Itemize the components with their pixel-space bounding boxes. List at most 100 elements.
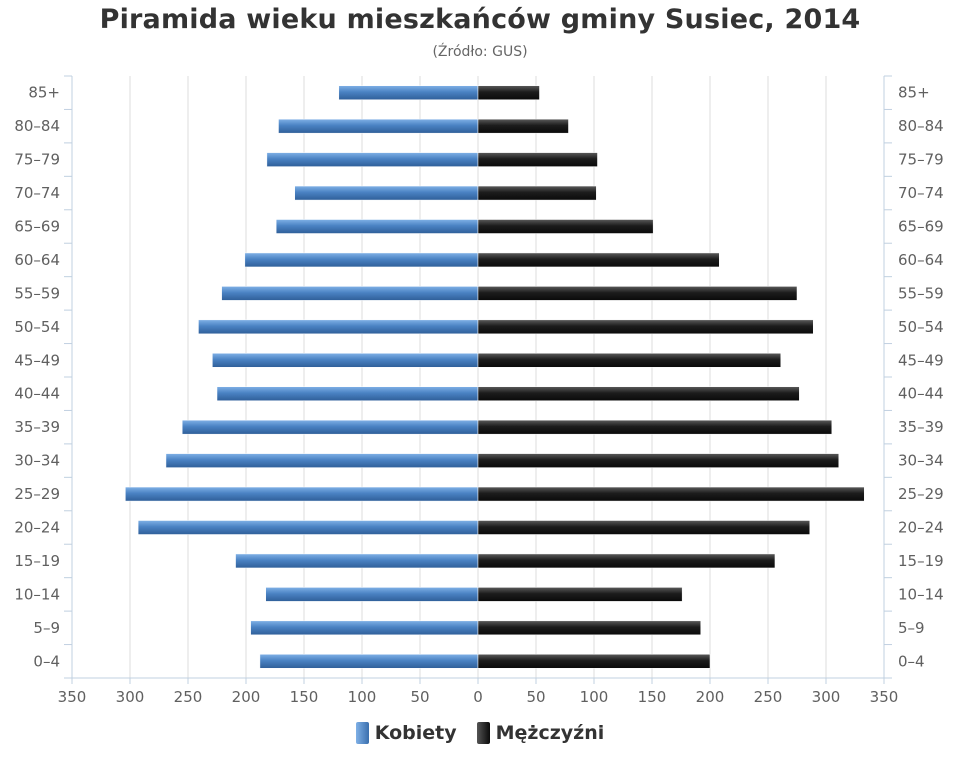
x-tick-label: 200 — [232, 688, 261, 706]
legend-label-male: Mężczyźni — [495, 722, 605, 744]
x-tick-label: 300 — [116, 688, 145, 706]
category-label-left: 30–34 — [14, 452, 60, 470]
category-label-right: 55–59 — [898, 284, 944, 302]
category-label-left: 80–84 — [14, 117, 60, 135]
category-label-left: 65–69 — [14, 218, 60, 236]
category-label-left: 5–9 — [33, 619, 60, 637]
category-label-right: 60–64 — [898, 251, 944, 269]
x-tick-label: 150 — [638, 688, 667, 706]
bar-male[interactable] — [477, 587, 683, 602]
category-label-left: 85+ — [28, 84, 60, 102]
legend-label-female: Kobiety — [374, 722, 457, 744]
category-label-left: 60–64 — [14, 251, 60, 269]
bar-female[interactable] — [198, 319, 479, 335]
x-tick-label: 200 — [696, 688, 725, 706]
bar-male[interactable] — [477, 286, 798, 301]
legend-item-male[interactable]: Mężczyźni — [476, 722, 605, 744]
bar-male[interactable] — [477, 319, 814, 335]
bar-male[interactable] — [477, 219, 654, 234]
bar-female[interactable] — [244, 252, 479, 268]
x-tick-label: 350 — [58, 688, 87, 706]
bar-female[interactable] — [181, 419, 479, 435]
category-label-right: 80–84 — [898, 117, 944, 135]
category-label-right: 40–44 — [898, 385, 944, 403]
bar-male[interactable] — [477, 85, 540, 100]
legend-swatch-female — [355, 722, 369, 744]
bar-female[interactable] — [125, 486, 479, 502]
category-label-right: 45–49 — [898, 351, 944, 369]
bar-female[interactable] — [212, 353, 479, 368]
x-tick-label: 50 — [410, 688, 429, 706]
category-label-left: 50–54 — [14, 318, 60, 336]
bar-female[interactable] — [250, 620, 479, 636]
category-label-left: 35–39 — [14, 418, 60, 436]
category-label-right: 10–14 — [898, 585, 944, 603]
x-tick-label: 0 — [473, 688, 483, 706]
bar-female[interactable] — [221, 286, 479, 301]
chart-subtitle: (Źródło: GUS) — [432, 44, 528, 60]
bar-male[interactable] — [477, 152, 598, 167]
bar-male[interactable] — [477, 453, 840, 468]
bars — [125, 85, 865, 669]
legend-item-female[interactable]: Kobiety — [355, 722, 457, 744]
bar-female[interactable] — [265, 587, 479, 602]
category-label-left: 25–29 — [14, 485, 60, 503]
x-tick-label: 150 — [290, 688, 319, 706]
category-label-left: 10–14 — [14, 585, 60, 603]
axes — [64, 75, 892, 684]
chart-title: Piramida wieku mieszkańców gminy Susiec,… — [99, 4, 861, 35]
category-label-right: 15–19 — [898, 552, 944, 570]
category-label-left: 75–79 — [14, 151, 60, 169]
bar-male[interactable] — [477, 654, 711, 669]
category-label-left: 55–59 — [14, 284, 60, 302]
bar-female[interactable] — [338, 85, 479, 100]
bar-male[interactable] — [477, 386, 800, 401]
bar-female[interactable] — [294, 185, 479, 201]
x-tick-label: 250 — [174, 688, 203, 706]
category-label-left: 0–4 — [33, 652, 60, 670]
bar-male[interactable] — [477, 520, 811, 535]
bar-male[interactable] — [477, 353, 782, 368]
bar-male[interactable] — [477, 185, 597, 201]
x-tick-label: 100 — [348, 688, 377, 706]
x-tick-label: 50 — [526, 688, 545, 706]
bar-female[interactable] — [275, 219, 479, 234]
bar-female[interactable] — [235, 553, 479, 569]
bar-female[interactable] — [266, 152, 479, 167]
bar-male[interactable] — [477, 118, 569, 134]
category-label-left: 15–19 — [14, 552, 60, 570]
category-label-right: 5–9 — [898, 619, 925, 637]
legend: Kobiety Mężczyźni — [0, 722, 960, 744]
bar-female[interactable] — [259, 654, 479, 669]
category-label-left: 45–49 — [14, 351, 60, 369]
category-label-right: 35–39 — [898, 418, 944, 436]
category-label-right: 65–69 — [898, 218, 944, 236]
tick-labels: 350 300 250 200 150 100 50 0 50 100 150 200 250 300 35… — [14, 84, 943, 706]
category-label-left: 70–74 — [14, 184, 60, 202]
x-tick-label: 300 — [812, 688, 841, 706]
category-label-right: 20–24 — [898, 519, 944, 537]
x-tick-label: 100 — [580, 688, 609, 706]
bar-male[interactable] — [477, 419, 833, 435]
bar-male[interactable] — [477, 252, 720, 268]
category-label-right: 25–29 — [898, 485, 944, 503]
category-label-right: 70–74 — [898, 184, 944, 202]
bar-male[interactable] — [477, 620, 701, 636]
x-tick-label: 350 — [870, 688, 899, 706]
category-label-left: 20–24 — [14, 519, 60, 537]
bar-female[interactable] — [278, 118, 479, 134]
bar-female[interactable] — [137, 520, 479, 535]
category-label-left: 40–44 — [14, 385, 60, 403]
bar-female[interactable] — [165, 453, 479, 468]
category-label-right: 50–54 — [898, 318, 944, 336]
bar-male[interactable] — [477, 486, 865, 502]
category-label-right: 75–79 — [898, 151, 944, 169]
legend-swatch-male — [476, 722, 490, 744]
category-label-right: 30–34 — [898, 452, 944, 470]
x-tick-label: 250 — [754, 688, 783, 706]
category-label-right: 0–4 — [898, 652, 925, 670]
bar-female[interactable] — [216, 386, 479, 401]
bar-male[interactable] — [477, 553, 776, 569]
